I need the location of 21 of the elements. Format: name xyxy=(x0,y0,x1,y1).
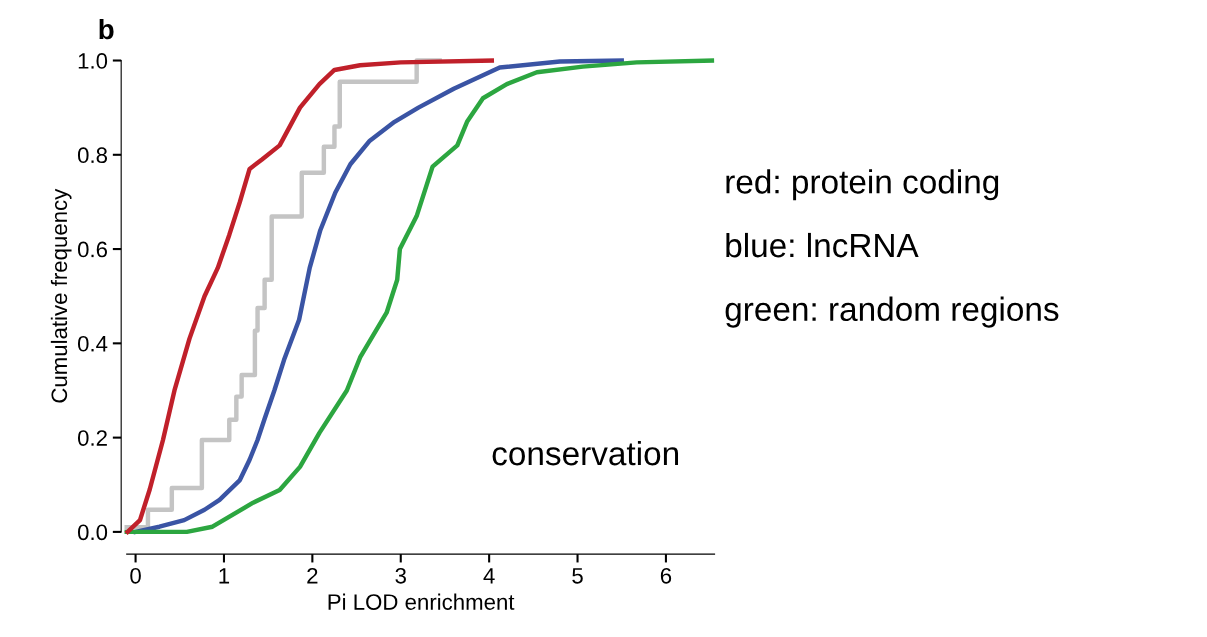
x-axis-title: Pi LOD enrichment xyxy=(328,593,515,610)
text: blue: lncRNA xyxy=(726,232,919,258)
y-tick-label: 1.0 xyxy=(78,53,108,69)
x-tick-label: 3 xyxy=(395,567,406,584)
y-tick-label: 0.8 xyxy=(77,147,108,164)
x-tick-label: 6 xyxy=(660,567,672,584)
line-series xyxy=(124,58,715,535)
text: red: protein coding xyxy=(726,169,999,201)
text: green: random regions xyxy=(725,296,1059,328)
chart-title: b xyxy=(99,18,114,40)
x-tick-label: 4 xyxy=(483,568,495,584)
y-tick-label: 0.2 xyxy=(77,430,107,446)
x-tick-label: 0 xyxy=(130,567,141,584)
x-tick-label: 1 xyxy=(219,568,230,584)
annotation: conservation xyxy=(492,440,679,466)
x-tick-label: 2 xyxy=(307,567,318,584)
y-tick-label: 0.4 xyxy=(77,335,108,352)
x-tick-label: 5 xyxy=(572,568,583,584)
y-tick-label: 0.6 xyxy=(77,241,108,258)
y-axis-title: Cumulative frequency xyxy=(50,188,72,403)
y-tick-label: 0.0 xyxy=(77,524,108,541)
